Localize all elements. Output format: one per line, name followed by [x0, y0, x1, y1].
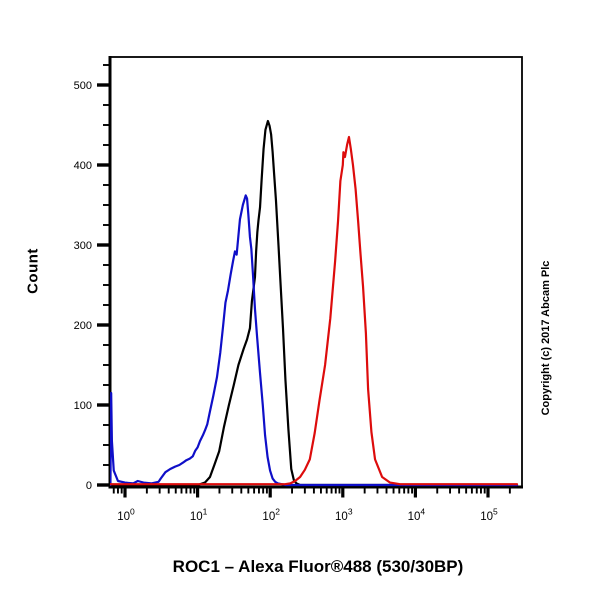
y-tick-label: 500 [74, 80, 92, 92]
y-tick-label: 0 [86, 480, 92, 492]
x-tick-label: 104 [408, 507, 426, 524]
y-tick-label: 100 [74, 400, 92, 412]
chart-title: ROC1 – Alexa Fluor®488 (530/30BP) [172, 557, 464, 576]
x-tick-label: 100 [117, 507, 135, 524]
x-tick-label: 101 [190, 507, 208, 524]
black-curve [110, 119, 519, 487]
x-tick-label: 103 [335, 507, 353, 524]
y-tick-label: 300 [74, 240, 92, 252]
series-group [110, 119, 519, 487]
copyright-text-content: Copyright (c) 2017 Abcam Plc [540, 260, 552, 416]
y-tick-label: 200 [74, 320, 92, 332]
red-curve [110, 135, 519, 486]
x-tick-label: 105 [480, 507, 498, 524]
y-axis: 0 100 200 300 400 500 [74, 64, 110, 492]
x-tick-label: 102 [262, 507, 280, 524]
x-axis: 100 101 102 103 104 105 [112, 487, 511, 524]
blue-curve [110, 194, 519, 487]
y-tick-label: 400 [74, 160, 92, 172]
y-axis-label-text: Count [24, 248, 42, 294]
